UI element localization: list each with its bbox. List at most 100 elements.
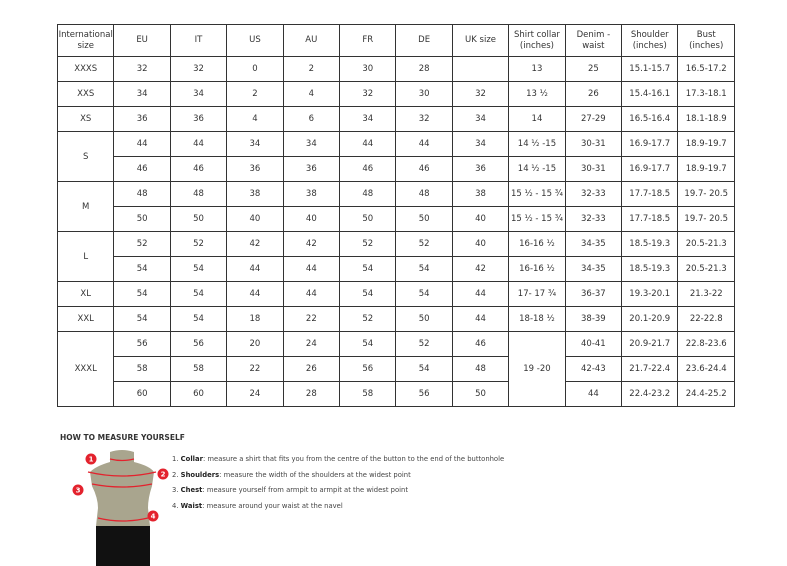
table-cell: 50 xyxy=(113,206,171,232)
marker-1-label: 1 xyxy=(89,456,94,464)
column-header: UK size xyxy=(451,24,510,57)
table-cell: 60 xyxy=(169,381,228,407)
table-cell: 56 xyxy=(113,331,171,357)
international-size-cell: XXL xyxy=(56,306,115,332)
table-row: 50 50 40 40 50 50 40 15 ½ - 15 ¾ 32-33 17.7-18.5 1… xyxy=(58,206,735,232)
table-row: M 48 48 38 38 48 48 38 15 ½ - 15 ¾ 32-33 17.7-18.5… xyxy=(56,181,735,232)
marker-1 xyxy=(85,453,97,465)
table-cell: 44 xyxy=(169,131,228,157)
table-cell: 21.3-22 xyxy=(677,281,735,307)
table-cell: 48 xyxy=(113,181,171,207)
marker-4 xyxy=(147,510,159,522)
table-cell: 56 xyxy=(169,331,228,357)
table-row: XXL 54 54 18 22 52 50 44 18-18 ½ 38-39 20.1-20.9 22… xyxy=(56,306,735,332)
column-header: Denim - waist xyxy=(564,24,623,57)
table-cell: 38 xyxy=(282,181,341,207)
table-cell: 30 xyxy=(339,56,397,82)
table-cell: 54 xyxy=(169,256,228,282)
table-cell: 44 xyxy=(282,281,341,307)
table-cell: 20.5-21.3 xyxy=(677,231,735,257)
international-size-cell: XL xyxy=(56,281,115,307)
table-cell: 15 ½ - 15 ¾ xyxy=(508,206,566,232)
table-cell: 34-35 xyxy=(564,256,623,282)
table-row: XXXL 56 56 20 24 54 52 46 19 -20 40-41 20.9-21.7 22… xyxy=(56,331,735,407)
table-cell: 34 xyxy=(451,131,510,157)
table-cell: 19.3-20.1 xyxy=(621,281,679,307)
table-cell: 40 xyxy=(451,231,510,257)
table-cell: 24 xyxy=(226,381,284,407)
table-cell: 18 xyxy=(226,306,284,332)
marker-2 xyxy=(157,468,169,480)
table-cell: 34 xyxy=(339,106,397,132)
table-cell: 60 xyxy=(113,381,171,407)
table-cell: 38-39 xyxy=(564,306,623,332)
table-cell: 58 xyxy=(169,356,228,382)
table-cell: 36 xyxy=(226,156,284,182)
shirt-collar-cell: 19 -20 xyxy=(508,331,566,407)
international-size-cell: XXS xyxy=(56,81,115,107)
column-header: AU xyxy=(282,24,341,57)
step-num: 3. xyxy=(172,486,179,494)
header-row: International size EU IT US AU FR DE UK size Shi… xyxy=(56,24,735,57)
table-cell: 17.7-18.5 xyxy=(621,181,679,207)
table-cell: 34-35 xyxy=(564,231,623,257)
table-cell: 44 xyxy=(564,381,623,407)
table-cell: 48 xyxy=(451,356,510,382)
table-cell: 46 xyxy=(339,156,397,182)
table-cell: 18.5-19.3 xyxy=(621,256,679,282)
table-cell xyxy=(451,56,510,82)
table-cell: 32 xyxy=(451,81,510,107)
how-to-measure-title: HOW TO MEASURE YOURSELF xyxy=(60,433,185,442)
table-cell: 52 xyxy=(395,331,453,357)
table-cell: 24.4-25.2 xyxy=(677,381,735,407)
table-cell: 54 xyxy=(113,281,171,307)
table-cell: 2 xyxy=(226,81,284,107)
table-cell: 28 xyxy=(395,56,453,82)
table-cell: 18.9-19.7 xyxy=(677,156,735,182)
table-cell: 46 xyxy=(113,156,171,182)
table-cell: 54 xyxy=(113,306,171,332)
table-row: 54 54 44 44 54 54 42 16-16 ½ 34-35 18.5-19.3 20.5-… xyxy=(58,256,735,282)
table-cell: 50 xyxy=(339,206,397,232)
table-cell: 52 xyxy=(339,231,397,257)
table-cell: 26 xyxy=(564,81,623,107)
table-cell: 19.7- 20.5 xyxy=(677,181,735,207)
table-cell: 36 xyxy=(282,156,341,182)
table-cell: 16.9-17.7 xyxy=(621,156,679,182)
table-cell: 14 ½ -15 xyxy=(508,131,566,157)
table-cell: 36 xyxy=(113,106,171,132)
table-cell: 26 xyxy=(282,356,341,382)
column-header: International size xyxy=(56,24,115,57)
table-cell: 46 xyxy=(169,156,228,182)
table-cell: 44 xyxy=(395,131,453,157)
table-cell: 34 xyxy=(113,81,171,107)
table-cell: 14 xyxy=(508,106,566,132)
table-cell: 52 xyxy=(339,306,397,332)
table-cell: 40 xyxy=(451,206,510,232)
measurement-step: 4. Waist: measure around your waist at t… xyxy=(172,499,504,515)
table-cell: 24 xyxy=(282,331,341,357)
column-header: Shoulder (inches) xyxy=(621,24,679,57)
table-cell: 54 xyxy=(339,331,397,357)
table-row: 60 60 24 28 58 56 50 44 22.4-23.2 24.4-25.2 xyxy=(58,381,735,407)
table-cell: 20.9-21.7 xyxy=(621,331,679,357)
table-cell: 17- 17 ¾ xyxy=(508,281,566,307)
table-cell: 36-37 xyxy=(564,281,623,307)
step-label: Chest xyxy=(180,486,203,494)
table-cell: 46 xyxy=(451,331,510,357)
table-cell: 16.5-17.2 xyxy=(677,56,735,82)
table-cell: 40 xyxy=(226,206,284,232)
table-cell: 15.4-16.1 xyxy=(621,81,679,107)
table-cell: 20.5-21.3 xyxy=(677,256,735,282)
column-header: EU xyxy=(113,24,171,57)
step-num: 4. xyxy=(172,501,179,510)
table-cell: 22.8-23.6 xyxy=(677,331,735,357)
table-cell: 18-18 ½ xyxy=(508,306,566,332)
step-text: : measure a shirt that fits you from the… xyxy=(202,455,505,463)
table-cell: 30-31 xyxy=(564,156,623,182)
table-cell: 44 xyxy=(451,306,510,332)
table-cell: 20 xyxy=(226,331,284,357)
table-cell: 54 xyxy=(395,256,453,282)
table-cell: 32 xyxy=(169,56,228,82)
table-cell: 42-43 xyxy=(564,356,623,382)
